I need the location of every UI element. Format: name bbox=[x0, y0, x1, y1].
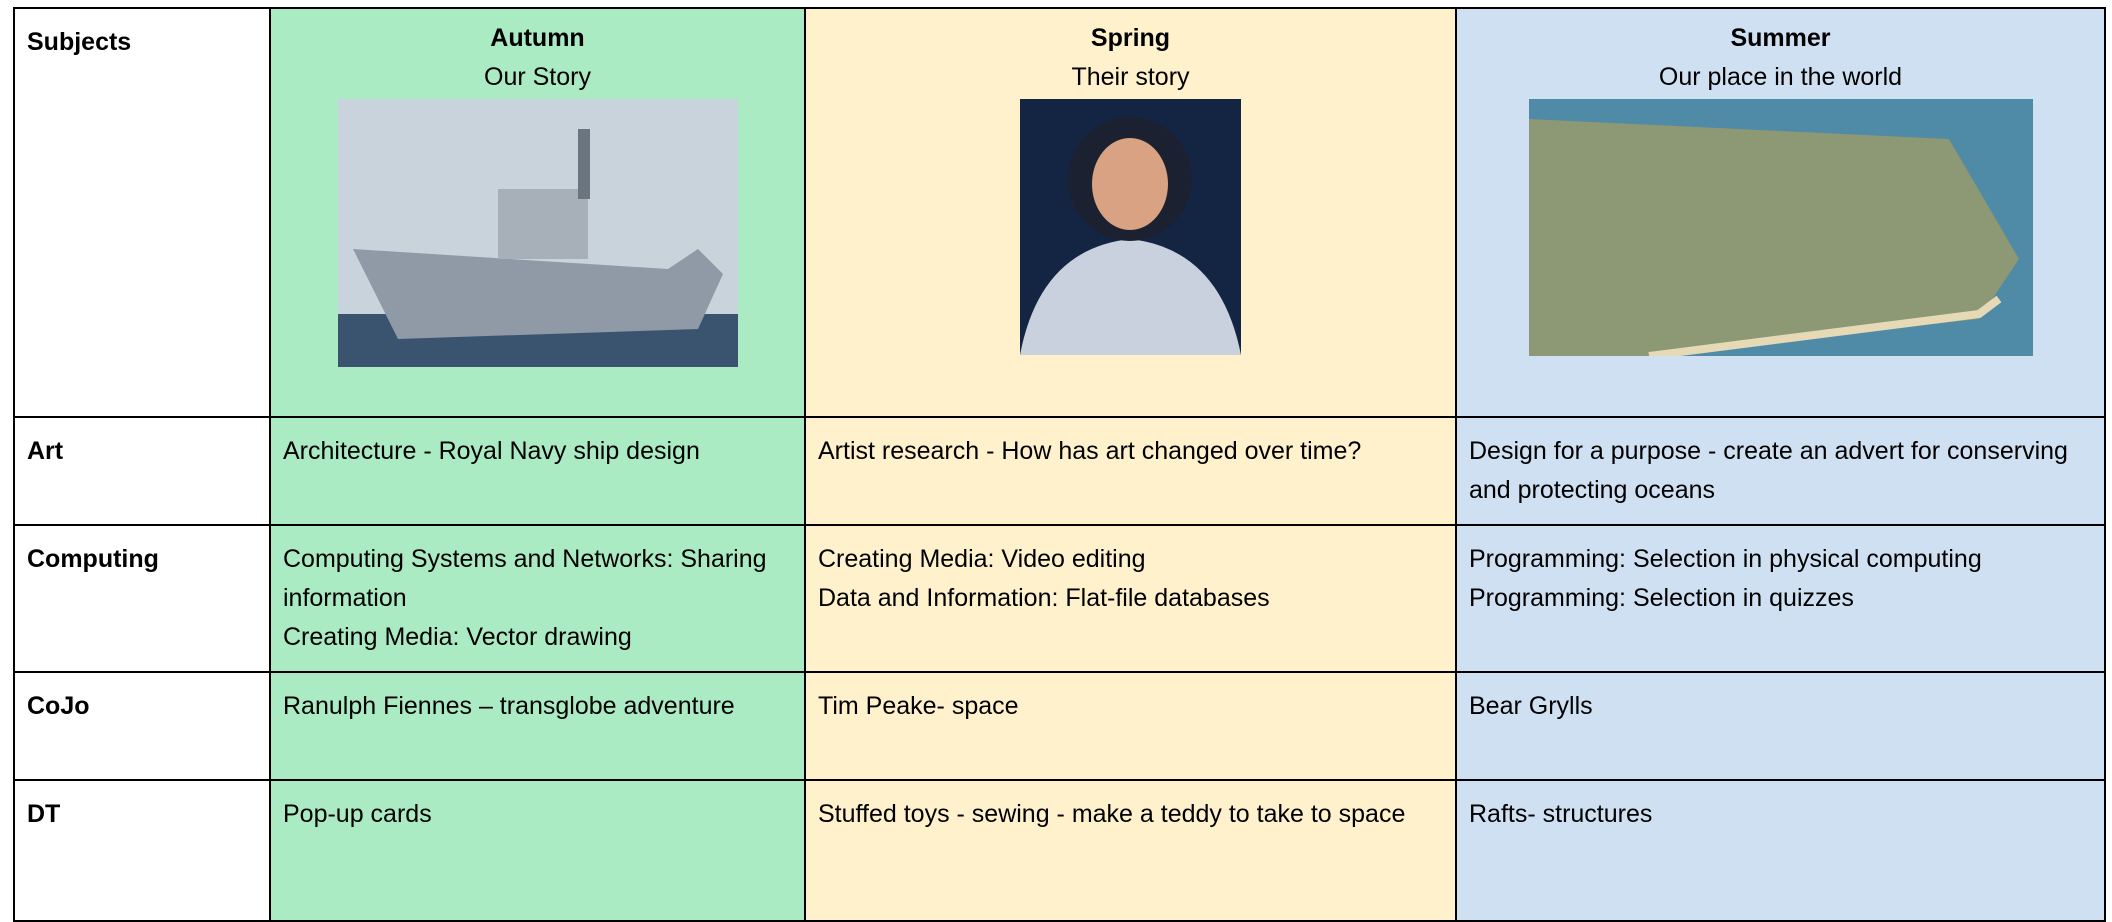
curriculum-table: Subjects Autumn Our Story Spring Their s… bbox=[13, 7, 2106, 922]
cell-line: Pop-up cards bbox=[283, 800, 432, 828]
cell-line: Programming: Selection in physical compu… bbox=[1469, 545, 1982, 573]
content-cell: Architecture - Royal Navy ship design bbox=[271, 418, 806, 526]
header-cell: Spring Their story bbox=[806, 9, 1457, 418]
content-cell: Creating Media: Video editing Data and In… bbox=[806, 526, 1457, 673]
season: Autumn bbox=[490, 24, 585, 52]
cell-line: Artist research - How has art changed ov… bbox=[818, 437, 1362, 465]
aerial-image bbox=[1528, 99, 2033, 356]
subject-cell: Computing bbox=[15, 526, 271, 673]
theme: Our Story bbox=[484, 63, 591, 91]
content-cell: Computing Systems and Networks: Sharing … bbox=[271, 526, 806, 673]
content-cell: Stuffed toys - sewing - make a teddy to … bbox=[806, 781, 1457, 922]
theme: Their story bbox=[1071, 63, 1190, 91]
header-cell: Summer Our place in the world bbox=[1457, 9, 2106, 418]
ship-image bbox=[337, 99, 738, 367]
content-cell: Design for a purpose - create an advert … bbox=[1457, 418, 2106, 526]
cell-line: Ranulph Fiennes – transglobe adventure bbox=[283, 692, 735, 720]
astronaut-image bbox=[1020, 99, 1241, 355]
cell-line: Creating Media: Vector drawing bbox=[283, 623, 632, 651]
cell-line: Computing Systems and Networks: Sharing … bbox=[283, 545, 767, 612]
cell-line: Programming: Selection in quizzes bbox=[1469, 584, 1854, 612]
content-cell: Artist research - How has art changed ov… bbox=[806, 418, 1457, 526]
subject-cell: CoJo bbox=[15, 673, 271, 781]
cell-line: Bear Grylls bbox=[1469, 692, 1593, 720]
cell-line: Architecture - Royal Navy ship design bbox=[283, 437, 700, 465]
season: Summer bbox=[1730, 24, 1831, 52]
cell-line: Data and Information: Flat-file database… bbox=[818, 584, 1270, 612]
content-cell: Pop-up cards bbox=[271, 781, 806, 922]
content-cell: Tim Peake- space bbox=[806, 673, 1457, 781]
subject-cell: DT bbox=[15, 781, 271, 922]
season: Spring bbox=[1090, 24, 1171, 52]
cell-line: Design for a purpose - create an advert … bbox=[1469, 437, 2068, 504]
content-cell: Rafts- structures bbox=[1457, 781, 2106, 922]
content-cell: Ranulph Fiennes – transglobe adventure bbox=[271, 673, 806, 781]
content-cell: Programming: Selection in physical compu… bbox=[1457, 526, 2106, 673]
cell-line: Tim Peake- space bbox=[818, 692, 1019, 720]
header-cell: Subjects bbox=[15, 9, 271, 418]
content-cell: Bear Grylls bbox=[1457, 673, 2106, 781]
cell-line: Stuffed toys - sewing - make a teddy to … bbox=[818, 800, 1406, 828]
subject-cell: Art bbox=[15, 418, 271, 526]
cell-line: Creating Media: Video editing bbox=[818, 545, 1146, 573]
header-cell: Autumn Our Story bbox=[271, 9, 806, 418]
cell-line: Rafts- structures bbox=[1469, 800, 1653, 828]
theme: Our place in the world bbox=[1658, 63, 1903, 91]
